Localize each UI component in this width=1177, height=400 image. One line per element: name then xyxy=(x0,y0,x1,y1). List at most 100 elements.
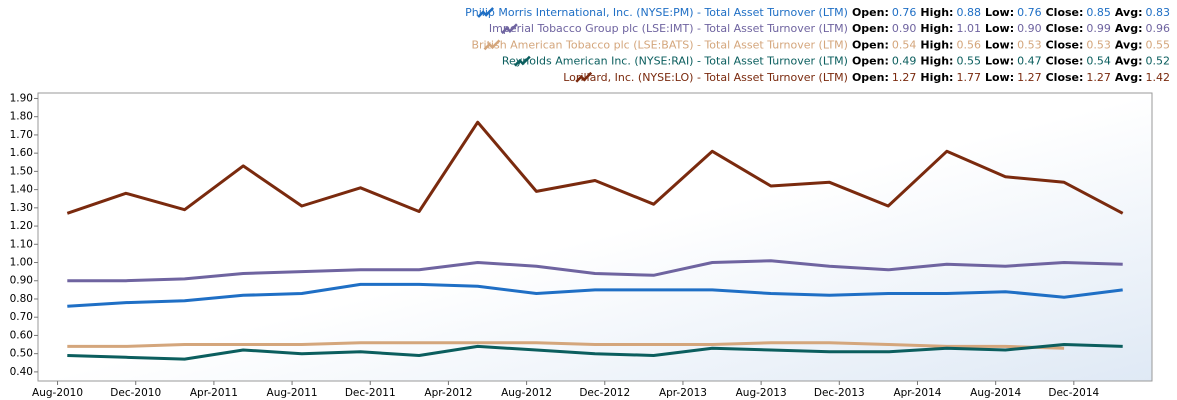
legend-name: British American Tobacco plc (LSE:BATS) … xyxy=(471,38,847,51)
y-tick-label: 1.80 xyxy=(10,111,33,123)
x-tick-label: Aug-2013 xyxy=(736,387,787,399)
legend-stat-value: 0.76 xyxy=(892,6,917,19)
legend-stat-label: Open: xyxy=(852,71,889,84)
legend-stat-value: 0.85 xyxy=(1086,6,1111,19)
legend-stat-label: Open: xyxy=(852,22,889,35)
y-tick-label: 0.60 xyxy=(10,329,33,341)
legend-icon xyxy=(513,55,531,67)
y-tick-label: 1.40 xyxy=(10,184,33,196)
y-tick-label: 0.70 xyxy=(10,311,33,323)
legend-icon xyxy=(575,71,593,83)
x-tick-label: Aug-2012 xyxy=(501,387,552,399)
x-tick-label: Apr-2011 xyxy=(190,387,238,399)
y-tick-label: 1.00 xyxy=(10,257,33,269)
legend-entry: Philip Morris International, Inc. (NYSE:… xyxy=(465,6,1170,19)
series-line xyxy=(66,120,1124,215)
legend-stat-value: 0.54 xyxy=(1086,55,1111,68)
legend-stat-label: Low: xyxy=(985,38,1014,51)
plot-area xyxy=(37,92,1153,382)
legend-stat-label: Open: xyxy=(852,38,889,51)
legend-entry: British American Tobacco plc (LSE:BATS) … xyxy=(471,38,1170,51)
legend-stat-label: High: xyxy=(920,38,953,51)
legend-icon xyxy=(483,39,501,51)
legend-stat-label: Open: xyxy=(852,55,889,68)
legend-stat-label: Low: xyxy=(985,6,1014,19)
legend-stat-value: 0.55 xyxy=(1146,38,1171,51)
legend-stat-label: Low: xyxy=(985,55,1014,68)
x-tick-label: Dec-2010 xyxy=(110,387,161,399)
x-tick-label: Dec-2014 xyxy=(1048,387,1099,399)
legend-stat-value: 1.77 xyxy=(956,71,981,84)
legend-stat-label: Avg: xyxy=(1115,22,1143,35)
legend-stat-value: 0.53 xyxy=(1086,38,1111,51)
legend-stat-label: Close: xyxy=(1046,71,1084,84)
legend-stat-label: High: xyxy=(920,22,953,35)
y-tick-label: 1.10 xyxy=(10,238,33,250)
x-tick-label: Aug-2011 xyxy=(267,387,318,399)
y-tick-label: 1.60 xyxy=(10,147,33,159)
series-line xyxy=(67,259,1123,283)
legend-stat-value: 0.55 xyxy=(956,55,981,68)
legend-stat-value: 0.56 xyxy=(956,38,981,51)
legend-stat-value: 0.83 xyxy=(1146,6,1171,19)
legend-stat-label: Avg: xyxy=(1115,38,1143,51)
x-tick-label: Apr-2012 xyxy=(424,387,472,399)
legend-stat-label: Close: xyxy=(1046,55,1084,68)
y-tick-label: 1.70 xyxy=(10,129,33,141)
series-line xyxy=(67,343,1123,361)
y-tick-label: 1.20 xyxy=(10,220,33,232)
legend-icon xyxy=(501,23,518,35)
legend-name: Imperial Tobacco Group plc (LSE:IMT) - T… xyxy=(489,22,848,35)
x-tick-label: Dec-2011 xyxy=(345,387,396,399)
y-tick-label: 0.40 xyxy=(10,366,33,378)
legend-name: Lorillard, Inc. (NYSE:LO) - Total Asset … xyxy=(563,71,848,84)
y-tick-label: 1.90 xyxy=(10,92,33,104)
legend-stat-label: Avg: xyxy=(1115,6,1143,19)
y-tick-label: 0.50 xyxy=(10,348,33,360)
legend-entry: Reynolds American Inc. (NYSE:RAI) - Tota… xyxy=(502,55,1170,68)
legend-entry: Lorillard, Inc. (NYSE:LO) - Total Asset … xyxy=(563,71,1170,84)
legend-stat-value: 0.76 xyxy=(1017,6,1042,19)
legend-stat-value: 0.53 xyxy=(1017,38,1042,51)
y-tick-label: 0.90 xyxy=(10,275,33,287)
legend-icon xyxy=(477,7,495,18)
x-tick-label: Apr-2014 xyxy=(893,387,941,399)
legend-entry: Imperial Tobacco Group plc (LSE:IMT) - T… xyxy=(489,22,1170,35)
legend-stat-value: 0.47 xyxy=(1017,55,1042,68)
legend-stat-label: High: xyxy=(920,71,953,84)
x-tick-label: Apr-2013 xyxy=(659,387,707,399)
legend-stat-value: 0.88 xyxy=(956,6,981,19)
legend-stat-value: 0.99 xyxy=(1086,22,1111,35)
legend-stat-value: 0.90 xyxy=(892,22,917,35)
legend-stat-value: 1.42 xyxy=(1146,71,1171,84)
legend-stat-value: 0.96 xyxy=(1146,22,1171,35)
legend-stat-label: Low: xyxy=(985,22,1014,35)
legend-stat-label: Low: xyxy=(985,71,1014,84)
y-tick-label: 1.30 xyxy=(10,202,33,214)
legend-name: Reynolds American Inc. (NYSE:RAI) - Tota… xyxy=(502,55,848,68)
legend-stat-label: High: xyxy=(920,55,953,68)
legend-stat-value: 0.49 xyxy=(892,55,917,68)
x-tick-label: Dec-2013 xyxy=(814,387,865,399)
legend-stat-value: 1.27 xyxy=(892,71,917,84)
legend-stat-value: 1.01 xyxy=(956,22,981,35)
legend-stat-label: Avg: xyxy=(1115,71,1143,84)
legend-stat-value: 0.90 xyxy=(1017,22,1042,35)
legend-stat-label: Close: xyxy=(1046,6,1084,19)
series-line xyxy=(67,282,1123,308)
y-tick-label: 0.80 xyxy=(10,293,33,305)
x-tick-label: Aug-2010 xyxy=(32,387,83,399)
x-tick-label: Aug-2014 xyxy=(970,387,1021,399)
series-line xyxy=(67,341,1065,350)
legend-stat-value: 1.27 xyxy=(1017,71,1042,84)
legend-stat-label: Close: xyxy=(1046,38,1084,51)
legend-stat-label: Avg: xyxy=(1115,55,1143,68)
legend-name: Philip Morris International, Inc. (NYSE:… xyxy=(465,6,848,19)
legend-stat-label: High: xyxy=(920,6,953,19)
x-tick-label: Dec-2012 xyxy=(579,387,630,399)
y-tick-label: 1.50 xyxy=(10,165,33,177)
legend-stat-label: Open: xyxy=(852,6,889,19)
legend-stat-label: Close: xyxy=(1046,22,1084,35)
legend-stat-value: 0.54 xyxy=(892,38,917,51)
